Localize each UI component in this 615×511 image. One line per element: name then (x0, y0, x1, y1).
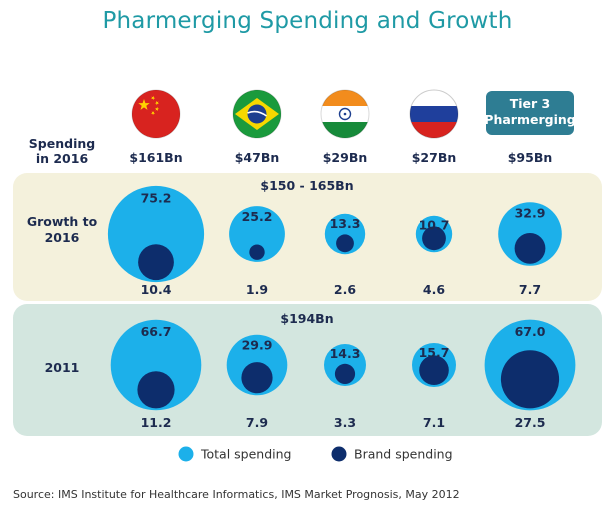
brand-label-growth-tier3: 7.7 (519, 282, 541, 297)
total-label-growth-tier3: 32.9 (515, 205, 546, 220)
panel-label-growth: Growth to (27, 214, 98, 229)
total-label-y2011-china: 66.7 (141, 324, 172, 339)
brand-label-y2011-china: 11.2 (141, 415, 172, 430)
legend-label-brand: Brand spending (354, 447, 453, 462)
brand-bubble-growth-russia (422, 226, 446, 251)
spending-2016-russia: $27Bn (412, 150, 457, 165)
spending-2016-brazil: $47Bn (235, 150, 280, 165)
total-label-growth-brazil: 25.2 (242, 209, 273, 224)
legend-swatch-brand (331, 446, 347, 462)
total-bubble-growth-india (324, 213, 366, 255)
brand-bubble-y2011-china (137, 371, 175, 409)
total-label-growth-russia: 10.7 (419, 218, 450, 233)
brazil-flag-icon (233, 90, 281, 138)
total-label-y2011-russia: 15.7 (419, 345, 450, 360)
brand-bubble-growth-china (138, 244, 174, 281)
panel-total-growth: $150 - 165Bn (260, 178, 353, 193)
brand-label-growth-russia: 4.6 (423, 282, 445, 297)
legend: Total spending Brand spending (178, 446, 453, 462)
spending-2016-india: $29Bn (323, 150, 368, 165)
brand-bubble-y2011-india (334, 363, 356, 384)
india-flag-icon (321, 90, 369, 138)
spending-2016-tier3: $95Bn (508, 150, 553, 165)
spending-2016-china: $161Bn (129, 150, 182, 165)
brand-bubble-y2011-russia (419, 355, 449, 386)
panel-label-y2011: 2011 (45, 360, 80, 375)
panel-total-y2011: $194Bn (280, 311, 333, 326)
brand-label-growth-china: 10.4 (141, 282, 172, 297)
total-bubble-growth-brazil (229, 206, 285, 262)
brand-label-growth-india: 2.6 (334, 282, 356, 297)
brand-label-y2011-brazil: 7.9 (246, 415, 268, 430)
brand-bubble-y2011-brazil (241, 362, 273, 394)
spending-row-label: Spending (29, 136, 95, 151)
panel-label-growth-line2: 2016 (45, 230, 80, 245)
total-label-y2011-brazil: 29.9 (242, 338, 273, 353)
total-label-y2011-india: 14.3 (330, 346, 361, 361)
brand-label-y2011-tier3: 27.5 (515, 415, 546, 430)
chart-title: Pharmerging Spending and Growth (102, 8, 513, 34)
brand-bubble-growth-brazil (249, 244, 265, 260)
china-flag-icon (132, 90, 180, 138)
tier3-badge-line1: Tier 3 (510, 96, 551, 111)
total-bubble-y2011-china (110, 319, 202, 411)
source-note: Source: IMS Institute for Healthcare Inf… (13, 488, 460, 501)
brand-label-y2011-russia: 7.1 (423, 415, 445, 430)
bubble-layer: 75.2 10.4 25.2 1.9 13.3 2.6 10.7 4.6 32.9 7.7 66.7… (107, 185, 576, 430)
legend-label-total: Total spending (200, 447, 292, 462)
brand-bubble-growth-tier3 (514, 233, 546, 264)
brand-label-growth-brazil: 1.9 (246, 282, 268, 297)
tier3-badge-line2: Pharmerging (484, 112, 575, 127)
total-bubble-growth-china (107, 185, 205, 283)
spending-row-label-year: in 2016 (36, 151, 89, 166)
brand-label-y2011-india: 3.3 (334, 415, 356, 430)
brand-bubble-growth-india (336, 234, 354, 253)
total-label-y2011-tier3: 67.0 (515, 324, 546, 339)
legend-item-total: Total spending (178, 446, 292, 462)
legend-item-brand: Brand spending (331, 446, 453, 462)
russia-flag-icon (410, 90, 458, 138)
total-label-growth-india: 13.3 (330, 216, 361, 231)
brand-bubble-y2011-tier3 (500, 350, 560, 409)
total-label-growth-china: 75.2 (141, 191, 172, 206)
legend-swatch-total (178, 446, 194, 462)
